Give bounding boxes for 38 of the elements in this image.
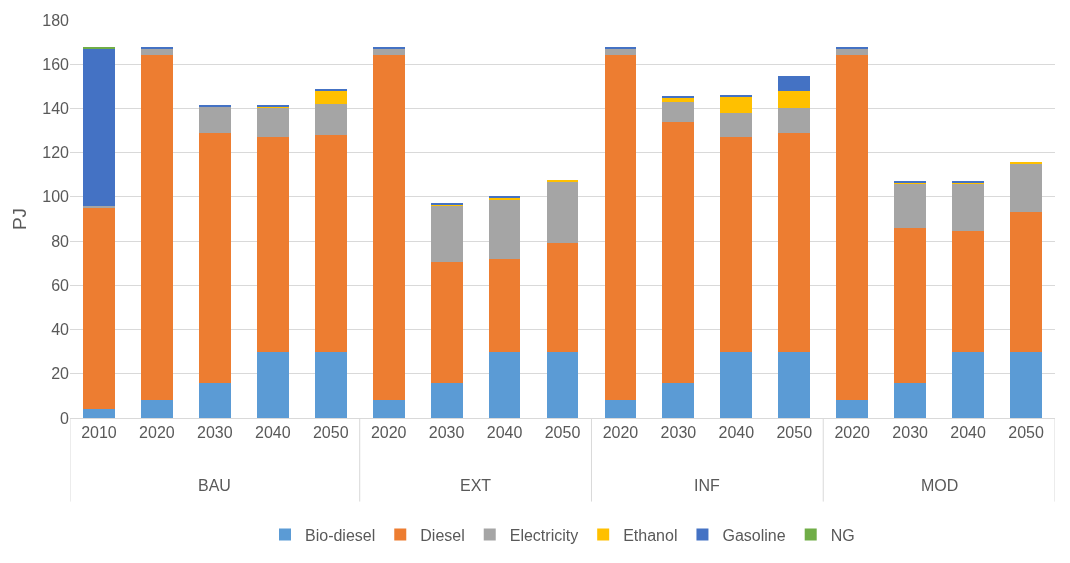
- x-tick-label: 2050: [544, 424, 581, 442]
- x-tick-label: 2020: [139, 424, 175, 442]
- legend-label: Gasoline: [722, 526, 786, 544]
- x-tick-label: 2040: [486, 424, 523, 442]
- y-tick-label: 80: [51, 232, 70, 250]
- legend-label: Bio-diesel: [305, 526, 376, 544]
- y-tick-label: 180: [42, 11, 70, 29]
- y-tick-label: 160: [42, 55, 70, 73]
- x-tick-label: 2040: [950, 424, 986, 442]
- x-tick-label: 2020: [370, 424, 407, 442]
- x-tick-label: 2050: [1008, 424, 1044, 442]
- x-tick-label: 2010: [81, 424, 117, 442]
- y-tick-label: 20: [51, 365, 70, 383]
- x-tick-label: 2030: [428, 424, 465, 442]
- y-tick-label: 100: [42, 188, 70, 206]
- y-axis-title: PJ: [9, 207, 31, 231]
- legend-label: Ethanol: [623, 526, 678, 544]
- x-tick-label: 2030: [197, 424, 233, 442]
- text: BAU: [198, 477, 231, 494]
- text: INF: [694, 477, 720, 494]
- x-tick-label: 2040: [254, 424, 291, 442]
- x-tick-label: 2030: [660, 424, 697, 442]
- x-tick-label: 2030: [892, 424, 929, 442]
- y-tick-label: 40: [51, 321, 70, 339]
- y-tick-label: 60: [51, 276, 70, 294]
- legend-label: Diesel: [420, 526, 465, 544]
- y-tick-label: 0: [60, 409, 70, 427]
- legend-label: Electricity: [509, 526, 579, 544]
- x-tick-label: 2040: [718, 424, 755, 442]
- x-tick-label: 2050: [776, 424, 813, 442]
- y-tick-label: 120: [42, 144, 70, 162]
- legend-label: NG: [830, 526, 855, 544]
- text: MOD: [921, 477, 959, 494]
- x-tick-label: 2020: [834, 424, 871, 442]
- x-tick-label: 2020: [602, 424, 639, 442]
- y-tick-label: 140: [42, 100, 70, 118]
- x-tick-label: 2050: [312, 424, 349, 442]
- text: EXT: [460, 477, 492, 494]
